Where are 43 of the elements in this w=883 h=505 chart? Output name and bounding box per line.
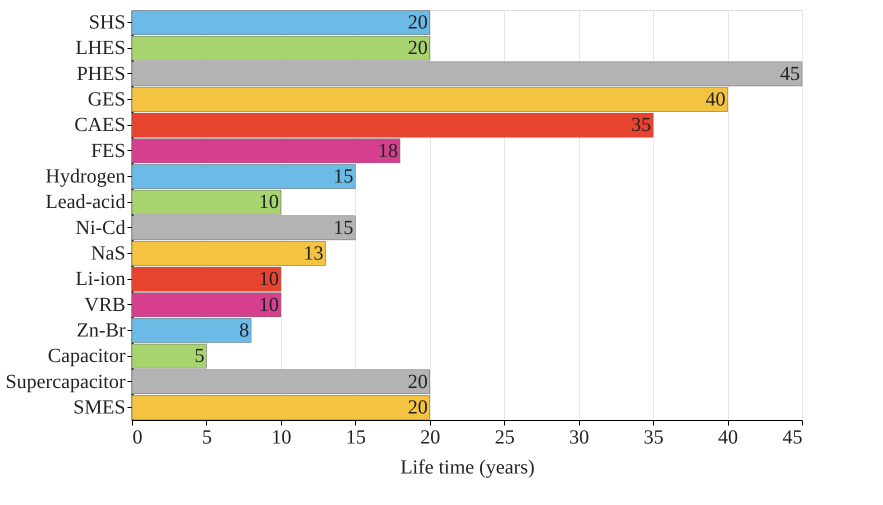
x-tick-label: 5 (202, 426, 212, 448)
x-tick-label: 30 (569, 426, 590, 448)
data-label: 20 (408, 12, 428, 34)
y-tick-label: Supercapacitor (6, 370, 126, 393)
x-tick-label: 45 (782, 426, 802, 448)
data-label: 15 (333, 166, 354, 188)
data-label: 13 (304, 242, 324, 264)
data-label: 10 (258, 294, 279, 316)
data-label: 18 (378, 140, 398, 162)
data-label: 10 (258, 191, 279, 214)
x-tick-label: 40 (718, 426, 738, 448)
x-tick-label: 0 (132, 426, 142, 448)
x-tick-label: 20 (420, 426, 440, 448)
y-tick-label: NaS (91, 242, 126, 264)
x-tick-label: 35 (644, 426, 664, 448)
y-tick-label: LHES (76, 37, 126, 60)
data-label: 45 (780, 62, 800, 85)
data-label: 40 (706, 88, 726, 111)
y-tick-label: Li-ion (76, 268, 126, 290)
data-label: 35 (631, 114, 652, 136)
y-tick-label: SHS (88, 12, 126, 34)
y-tick-label: Zn-Br (76, 319, 126, 342)
data-label: 15 (333, 216, 354, 239)
y-tick-label: PHES (76, 62, 126, 85)
y-tick-label: Ni-Cd (76, 216, 126, 239)
x-tick-label: 25 (494, 426, 515, 448)
data-label: 8 (239, 319, 250, 342)
y-tick-label: VRB (84, 294, 126, 316)
data-label: 20 (408, 396, 428, 418)
y-tick-label: Capacitor (48, 345, 126, 368)
y-tick-label: Hydrogen (46, 166, 126, 188)
y-tick-label: GES (88, 88, 126, 111)
data-label: 20 (408, 37, 428, 60)
y-tick-label: SMES (73, 396, 126, 418)
data-label: 5 (194, 345, 204, 368)
x-tick-label: 10 (271, 426, 292, 448)
y-tick-label: CAES (74, 114, 126, 136)
data-label: 10 (258, 268, 279, 290)
x-tick-label: 15 (346, 426, 366, 448)
y-tick-label: Lead-acid (46, 191, 126, 214)
x-axis-title: Life time (years) (400, 456, 535, 478)
y-tick-label: FES (91, 140, 126, 162)
data-label: 20 (408, 370, 428, 393)
